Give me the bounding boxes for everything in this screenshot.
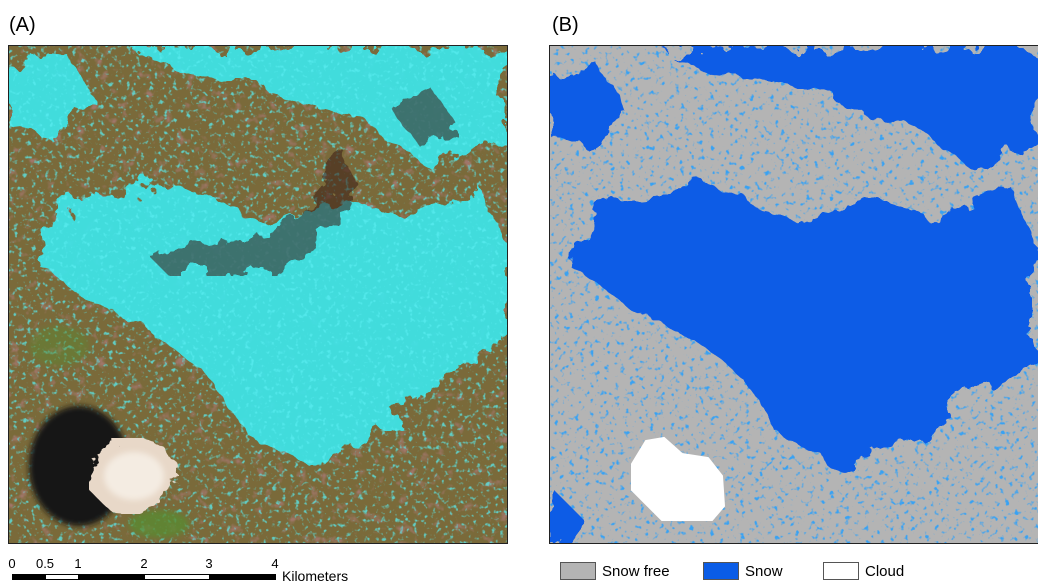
satellite-image [9, 46, 507, 543]
cloud-mask-region [631, 436, 726, 521]
satellite-image-panel [8, 45, 508, 544]
scale-segment [12, 574, 46, 580]
legend-swatch-cloud [823, 562, 859, 580]
scale-segment [78, 574, 145, 580]
scale-tick-label: 2 [140, 556, 148, 571]
legend-label: Snow [745, 562, 783, 580]
panel-b-label: (B) [552, 14, 579, 36]
map-legend: Snow free Snow Cloud [560, 560, 1030, 582]
legend-label: Snow free [602, 562, 670, 580]
snow-classification-map [549, 45, 1038, 544]
scale-segment [45, 574, 79, 580]
scale-segment [209, 574, 276, 580]
scale-segment [144, 574, 210, 580]
scale-tick-label: 0 [8, 556, 16, 571]
scale-unit-label: Kilometers [282, 568, 349, 584]
panel-a-label: (A) [9, 14, 36, 36]
scale-tick-label: 3 [205, 556, 213, 571]
scale-tick-label: 4 [271, 556, 279, 571]
legend-label: Cloud [865, 562, 905, 580]
legend-item-snow: Snow [703, 560, 783, 582]
legend-swatch-snow-free [560, 562, 596, 580]
scale-bar: 0 0.5 1 2 3 4 Kilometers [8, 556, 358, 584]
legend-item-snow-free: Snow free [560, 560, 670, 582]
legend-item-cloud: Cloud [823, 560, 904, 582]
legend-swatch-snow [703, 562, 739, 580]
scale-tick-label: 0.5 [35, 556, 55, 571]
classification-image [550, 46, 1038, 543]
scale-tick-label: 1 [74, 556, 82, 571]
